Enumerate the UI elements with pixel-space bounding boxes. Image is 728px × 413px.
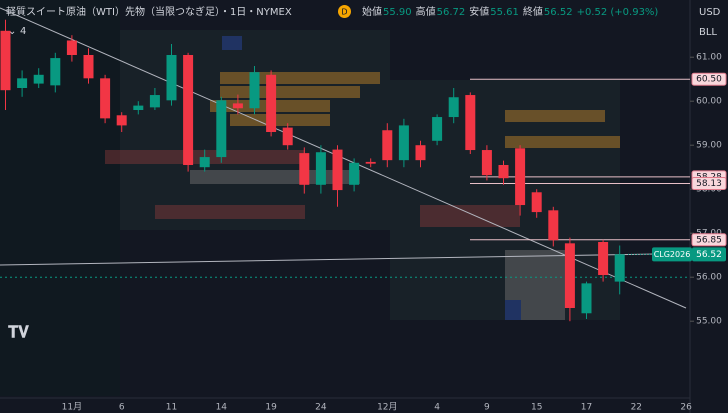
candle-body (199, 157, 210, 168)
x-tick-label: 26 (680, 403, 692, 413)
candle-body (448, 97, 459, 118)
x-tick-label: 11月 (62, 402, 82, 413)
candle-body (531, 192, 542, 213)
chart-title: 軽質スイート原油（WTI）先物（当限つなぎ足）・1日・NYMEX (6, 5, 292, 18)
ohlc-value: 55.61 (490, 7, 519, 18)
symbol-tag (652, 247, 692, 262)
candle-body (50, 58, 61, 86)
candle-body (299, 153, 310, 185)
price-tag (691, 233, 727, 247)
candle-body (266, 74, 277, 132)
candle-body (0, 30, 11, 91)
candle-body (398, 125, 409, 161)
x-tick-label: 11 (166, 403, 177, 413)
profile-bar (505, 136, 620, 148)
ohlc-name: 安値 (469, 5, 489, 18)
candle-body (17, 78, 28, 88)
candle-body (33, 74, 44, 84)
x-tick-label: 6 (119, 403, 125, 413)
candle-body (66, 40, 77, 55)
candle-body (564, 243, 575, 308)
badge-text: D (341, 8, 347, 17)
ohlc-value: 55.90 (383, 7, 412, 18)
candle-body (415, 145, 426, 161)
candle-body (515, 148, 526, 206)
ohlc-name: 終値 (523, 5, 543, 18)
candle-body (149, 95, 160, 108)
profile-bar (220, 86, 360, 98)
candle-body (581, 283, 592, 314)
candle-body (232, 103, 243, 109)
y-tick-label: 56.00 (696, 273, 722, 283)
price-tag-label: 56.85 (696, 235, 722, 245)
ohlc-value: 56.52 (544, 7, 573, 18)
price-tag (691, 72, 727, 86)
candle-body (465, 95, 476, 151)
x-tick-label: 12月 (377, 402, 397, 413)
panel (120, 30, 390, 230)
candle-body (614, 254, 625, 282)
ohlc-name: 始値 (362, 5, 382, 18)
change: +0.52 (+0.93%) (577, 7, 659, 18)
candle-body (183, 55, 194, 165)
candle-body (349, 162, 360, 185)
candle-body (432, 117, 443, 141)
profile-bar (222, 36, 242, 50)
last-price-tag (692, 247, 726, 262)
x-tick-label: 14 (216, 403, 228, 413)
y-tick-label: 59.00 (696, 141, 722, 151)
profile-bar (420, 205, 520, 227)
candle-body (100, 78, 111, 119)
x-tick-label: 9 (484, 403, 490, 413)
candle-body (116, 115, 127, 126)
price-tag-label: 60.50 (696, 75, 722, 85)
currency[interactable]: USD (699, 7, 721, 18)
candle-body (315, 152, 326, 185)
panel (390, 80, 620, 320)
candle-body (249, 72, 260, 109)
candle-body (498, 165, 509, 179)
unit[interactable]: BLL (699, 27, 717, 38)
ohlc-name: 高値 (416, 5, 436, 18)
trend-line (0, 253, 656, 266)
candle-body (133, 105, 144, 110)
indicator-count[interactable]: 4 (20, 26, 26, 37)
candle-body (332, 149, 343, 191)
candle-body (166, 55, 177, 101)
candle-body (83, 55, 94, 79)
last-price-label: 56.52 (696, 250, 722, 260)
profile-bar (230, 114, 330, 126)
x-tick-label: 15 (531, 403, 542, 413)
y-tick-label: 61.00 (696, 53, 722, 63)
candle-body (548, 210, 559, 241)
x-tick-label: 19 (265, 403, 277, 413)
profile-bar (155, 205, 305, 219)
x-tick-label: 24 (315, 403, 327, 413)
badge (338, 5, 351, 18)
symbol-label: CLG2026 (654, 250, 691, 259)
profile-bar (505, 300, 521, 320)
indicator-toggle[interactable]: ⌄ (8, 26, 16, 37)
logo: 𝐓𝐕 (8, 323, 29, 342)
x-tick-label: 22 (631, 403, 642, 413)
profile-bar (505, 110, 605, 122)
candle-body (481, 150, 492, 176)
price-tag (691, 176, 727, 190)
candle-body (282, 127, 293, 146)
ohlc-value: 56.72 (437, 7, 466, 18)
candle-body (216, 100, 227, 158)
profile-bar (505, 250, 565, 320)
x-tick-label: 4 (434, 403, 440, 413)
candle-body (598, 242, 609, 275)
candle-body (365, 161, 376, 164)
candle-body (382, 130, 393, 161)
price-tag-label: 58.13 (696, 179, 722, 189)
y-tick-label: 60.00 (696, 97, 722, 107)
x-tick-label: 17 (581, 403, 592, 413)
y-tick-label: 55.00 (696, 317, 722, 327)
profile-bar (220, 72, 380, 84)
